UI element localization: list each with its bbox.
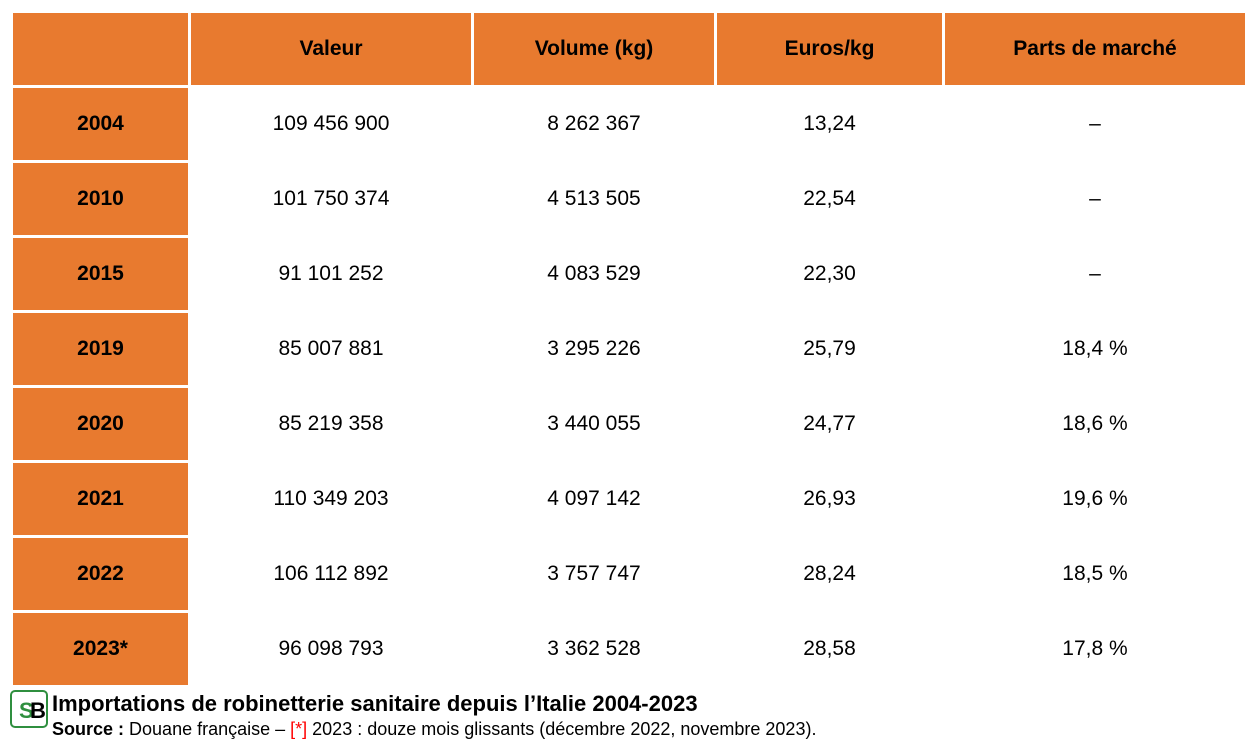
row-year: 2019 (13, 313, 188, 385)
cell-volume: 3 362 528 (474, 613, 714, 685)
cell-share: – (945, 88, 1245, 160)
cell-eurkg: 26,93 (717, 463, 942, 535)
table-row: 2010 101 750 374 4 513 505 22,54 – (13, 163, 1245, 235)
row-year: 2004 (13, 88, 188, 160)
table-header-row: Valeur Volume (kg) Euros/kg Parts de mar… (13, 13, 1245, 85)
cell-eurkg: 22,30 (717, 238, 942, 310)
cell-share: 18,5 % (945, 538, 1245, 610)
row-year: 2010 (13, 163, 188, 235)
svg-text:B: B (30, 698, 46, 723)
cell-valeur: 85 219 358 (191, 388, 471, 460)
row-year: 2015 (13, 238, 188, 310)
cell-valeur: 101 750 374 (191, 163, 471, 235)
cell-eurkg: 13,24 (717, 88, 942, 160)
row-year: 2020 (13, 388, 188, 460)
table-row: 2022 106 112 892 3 757 747 28,24 18,5 % (13, 538, 1245, 610)
col-header-eurkg: Euros/kg (717, 13, 942, 85)
cell-volume: 4 513 505 (474, 163, 714, 235)
cell-share: – (945, 238, 1245, 310)
cell-eurkg: 28,24 (717, 538, 942, 610)
cell-volume: 3 295 226 (474, 313, 714, 385)
source-before: Douane française – (124, 719, 290, 739)
caption-title: Importations de robinetterie sanitaire d… (52, 690, 816, 718)
cell-eurkg: 22,54 (717, 163, 942, 235)
caption: S B Importations de robinetterie sanitai… (10, 690, 1234, 740)
col-header-valeur: Valeur (191, 13, 471, 85)
cell-volume: 8 262 367 (474, 88, 714, 160)
cell-valeur: 110 349 203 (191, 463, 471, 535)
cell-volume: 3 757 747 (474, 538, 714, 610)
cell-eurkg: 28,58 (717, 613, 942, 685)
row-year: 2021 (13, 463, 188, 535)
table-row: 2021 110 349 203 4 097 142 26,93 19,6 % (13, 463, 1245, 535)
cell-volume: 3 440 055 (474, 388, 714, 460)
source-asterisk: [*] (290, 719, 307, 739)
row-year: 2022 (13, 538, 188, 610)
table-row: 2020 85 219 358 3 440 055 24,77 18,6 % (13, 388, 1245, 460)
cell-share: 18,4 % (945, 313, 1245, 385)
cell-eurkg: 25,79 (717, 313, 942, 385)
caption-text: Importations de robinetterie sanitaire d… (52, 690, 816, 740)
cell-volume: 4 083 529 (474, 238, 714, 310)
table-row: 2015 91 101 252 4 083 529 22,30 – (13, 238, 1245, 310)
cell-valeur: 106 112 892 (191, 538, 471, 610)
source-label: Source : (52, 719, 124, 739)
cell-valeur: 91 101 252 (191, 238, 471, 310)
caption-source: Source : Douane française – [*] 2023 : d… (52, 718, 816, 741)
cell-valeur: 96 098 793 (191, 613, 471, 685)
header-corner-cell (13, 13, 188, 85)
sb-logo-icon: S B (10, 690, 48, 728)
col-header-volume: Volume (kg) (474, 13, 714, 85)
table-row: 2004 109 456 900 8 262 367 13,24 – (13, 88, 1245, 160)
row-year: 2023* (13, 613, 188, 685)
source-after: 2023 : douze mois glissants (décembre 20… (307, 719, 816, 739)
table-row: 2023* 96 098 793 3 362 528 28,58 17,8 % (13, 613, 1245, 685)
table-body: 2004 109 456 900 8 262 367 13,24 – 2010 … (13, 88, 1245, 685)
cell-valeur: 109 456 900 (191, 88, 471, 160)
imports-table: Valeur Volume (kg) Euros/kg Parts de mar… (10, 10, 1248, 688)
table-row: 2019 85 007 881 3 295 226 25,79 18,4 % (13, 313, 1245, 385)
cell-eurkg: 24,77 (717, 388, 942, 460)
cell-share: 19,6 % (945, 463, 1245, 535)
cell-valeur: 85 007 881 (191, 313, 471, 385)
cell-share: 17,8 % (945, 613, 1245, 685)
cell-share: – (945, 163, 1245, 235)
cell-share: 18,6 % (945, 388, 1245, 460)
cell-volume: 4 097 142 (474, 463, 714, 535)
col-header-share: Parts de marché (945, 13, 1245, 85)
